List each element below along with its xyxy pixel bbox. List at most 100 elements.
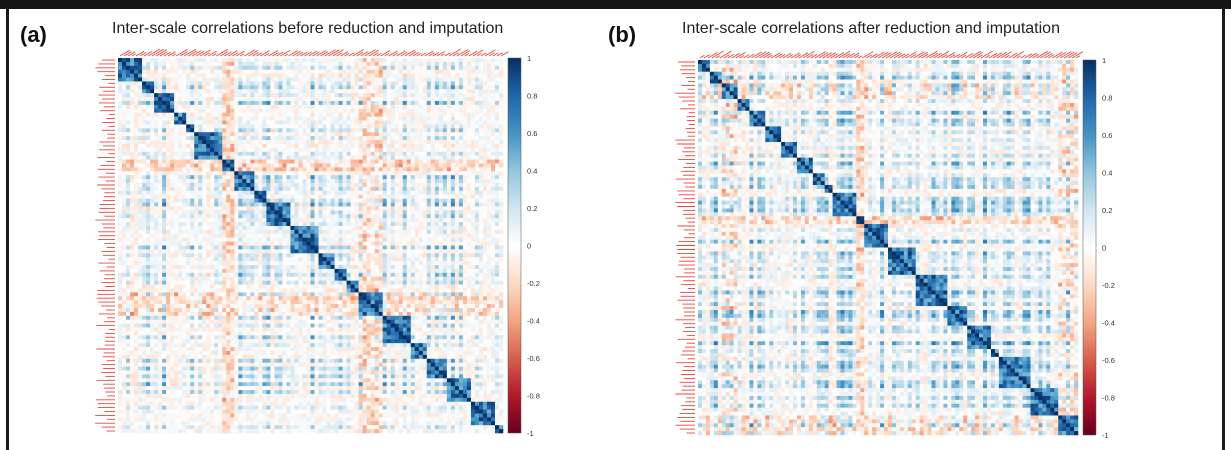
heatmap-cell <box>150 155 155 160</box>
heatmap-cell <box>146 112 151 117</box>
heatmap-cell <box>346 257 351 262</box>
heatmap-cell <box>226 100 231 106</box>
heatmap-cell <box>118 140 123 145</box>
heatmap-cell <box>242 167 247 172</box>
heatmap-cell <box>390 198 396 203</box>
heatmap-cell <box>310 77 315 82</box>
heatmap-cell <box>146 233 151 238</box>
heatmap-cell <box>186 202 191 207</box>
heatmap-cell <box>486 151 492 156</box>
heatmap-cell <box>306 190 311 196</box>
heatmap-cell <box>394 225 400 231</box>
heatmap-cell <box>182 128 187 133</box>
heatmap-cell <box>122 186 127 192</box>
heatmap-cell <box>258 167 263 172</box>
heatmap-cell <box>250 183 255 188</box>
heatmap-cell <box>266 77 271 82</box>
heatmap-cell <box>166 128 171 133</box>
heatmap-cell <box>222 81 227 86</box>
heatmap-cell <box>386 147 392 153</box>
heatmap-cell <box>422 108 428 113</box>
heatmap-cell <box>382 61 387 67</box>
heatmap-cell <box>430 124 436 129</box>
heatmap-cell <box>470 155 476 160</box>
heatmap-cell <box>338 175 343 180</box>
heatmap-cell <box>498 81 504 86</box>
heatmap-cell <box>482 65 488 71</box>
heatmap-cell <box>422 210 428 215</box>
heatmap-cell <box>414 151 420 156</box>
heatmap-cell <box>178 69 183 74</box>
heatmap-cell <box>354 253 359 258</box>
heatmap-cell <box>418 237 424 242</box>
heatmap-cell <box>290 253 295 258</box>
heatmap-cell <box>318 183 323 188</box>
heatmap-cell <box>482 245 488 250</box>
heatmap-cell <box>226 179 231 184</box>
heatmap-cell <box>354 183 359 188</box>
heatmap-cell <box>294 249 299 254</box>
heatmap-cell <box>374 249 379 254</box>
heatmap-cell <box>198 116 203 121</box>
heatmap-cell <box>338 225 343 231</box>
heatmap-cell <box>126 104 131 110</box>
heatmap-cell <box>350 89 355 94</box>
heatmap-cell <box>210 202 215 207</box>
heatmap-cell <box>118 155 123 160</box>
heatmap-cell <box>394 194 400 199</box>
heatmap-cell <box>274 151 279 156</box>
heatmap-cell <box>414 194 420 199</box>
heatmap-cell <box>178 218 183 223</box>
heatmap-cell <box>426 222 432 227</box>
heatmap-cell <box>226 89 231 94</box>
heatmap-cell <box>254 218 259 223</box>
heatmap-cell <box>218 147 223 153</box>
heatmap-cell <box>258 229 263 235</box>
heatmap-cell <box>170 89 175 94</box>
heatmap-cell <box>294 61 299 67</box>
heatmap-cell <box>162 136 167 141</box>
heatmap-cell <box>194 120 199 125</box>
heatmap-cell <box>354 120 359 125</box>
heatmap-cell <box>238 245 243 250</box>
heatmap-cell <box>318 194 323 199</box>
heatmap-cell <box>230 179 235 184</box>
heatmap-cell <box>118 171 123 176</box>
heatmap-cell <box>310 61 315 67</box>
heatmap-cell <box>438 218 444 223</box>
heatmap-cell <box>366 218 371 223</box>
heatmap-cell <box>458 241 464 246</box>
heatmap-cell <box>238 214 243 219</box>
heatmap-cell <box>482 186 488 192</box>
heatmap-cell <box>482 147 488 153</box>
heatmap-cell <box>278 241 283 246</box>
heatmap-cell <box>358 202 363 207</box>
heatmap-cell <box>498 225 504 231</box>
heatmap-cell <box>478 179 484 184</box>
heatmap-cell <box>234 253 239 258</box>
heatmap-cell <box>310 171 315 176</box>
heatmap-cell <box>430 233 436 238</box>
heatmap-cell <box>274 85 279 90</box>
heatmap-cell <box>170 73 175 78</box>
heatmap-cell <box>482 97 488 102</box>
heatmap-cell <box>398 202 404 207</box>
heatmap-cell <box>242 175 247 180</box>
heatmap-cell <box>450 81 456 86</box>
heatmap-cell <box>174 112 179 117</box>
heatmap-cell <box>158 194 163 199</box>
heatmap-cell <box>178 159 183 164</box>
heatmap-cell <box>202 73 207 78</box>
heatmap-cell <box>198 108 203 113</box>
heatmap-cell <box>266 222 271 227</box>
heatmap-cell <box>150 171 155 176</box>
heatmap-cell <box>162 97 167 102</box>
heatmap-cell <box>494 143 500 149</box>
heatmap-cell <box>178 183 183 188</box>
heatmap-cell <box>338 167 343 172</box>
heatmap-cell <box>210 245 215 250</box>
heatmap-cell <box>330 198 335 203</box>
heatmap-cell <box>382 89 387 94</box>
heatmap-cell <box>230 73 235 78</box>
heatmap-cell <box>190 97 195 102</box>
